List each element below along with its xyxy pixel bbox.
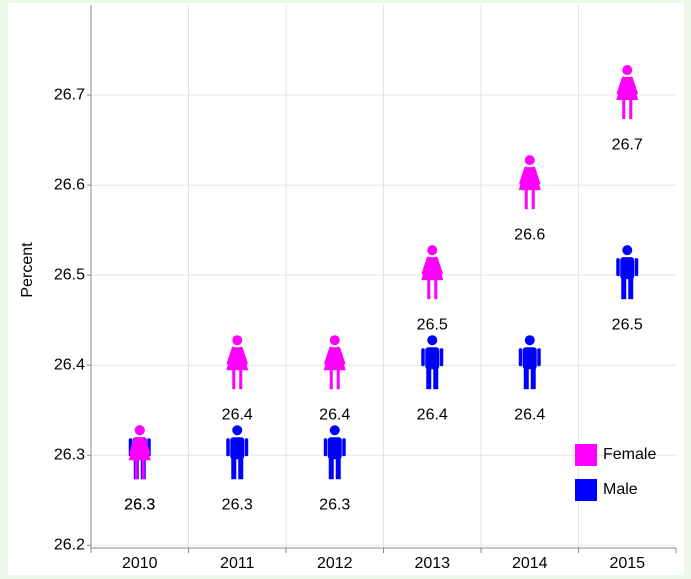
y-tick-label: 26.4 — [54, 356, 85, 373]
x-tick-label: 2015 — [609, 555, 645, 572]
arm — [616, 258, 620, 277]
person-icon — [323, 425, 346, 480]
head — [134, 425, 145, 436]
legend-label: Male — [603, 481, 638, 498]
head — [622, 65, 633, 76]
leg — [231, 458, 237, 480]
value-label: 26.4 — [514, 406, 545, 423]
leg — [523, 368, 529, 390]
value-label: 26.4 — [319, 406, 350, 423]
leg — [134, 459, 138, 480]
head — [427, 335, 438, 346]
leg — [434, 279, 438, 300]
arm — [323, 438, 328, 457]
head — [329, 425, 340, 436]
value-label: 26.4 — [417, 406, 448, 423]
value-label: 26.6 — [514, 226, 545, 243]
y-tick-label: 26.2 — [54, 537, 85, 554]
y-tick-label: 26.3 — [54, 446, 85, 463]
arm — [537, 348, 541, 367]
leg — [628, 278, 634, 300]
arm — [342, 438, 346, 457]
head — [329, 335, 340, 346]
legend-swatch — [575, 444, 597, 466]
value-label: 26.3 — [124, 496, 155, 513]
legend-label: Female — [603, 446, 656, 463]
person-icon — [226, 335, 249, 390]
torso — [327, 437, 342, 460]
torso — [522, 347, 537, 370]
x-tick-label: 2013 — [414, 555, 450, 572]
torso — [230, 437, 245, 460]
value-label: 26.3 — [124, 496, 155, 513]
head — [622, 245, 633, 256]
legend-swatch — [575, 479, 597, 501]
leg — [433, 368, 439, 390]
person-icon — [518, 335, 541, 390]
arms — [226, 346, 248, 365]
leg — [239, 369, 243, 390]
arms — [129, 436, 151, 455]
leg — [141, 459, 145, 480]
torso — [620, 257, 635, 280]
x-tick-label: 2011 — [220, 555, 255, 572]
value-label: 26.4 — [222, 406, 253, 423]
arm — [634, 258, 639, 277]
arm — [518, 348, 523, 367]
leg — [238, 458, 244, 480]
head — [524, 335, 535, 346]
value-label: 26.5 — [417, 316, 448, 333]
person-icon — [421, 245, 444, 300]
arm — [244, 438, 249, 457]
leg — [530, 368, 536, 390]
plot-background — [8, 3, 684, 575]
person-icon — [616, 65, 639, 120]
y-tick-label: 26.7 — [54, 86, 85, 103]
arms — [616, 76, 638, 95]
person-icon — [226, 425, 249, 480]
leg — [426, 368, 432, 390]
x-tick-label: 2010 — [122, 555, 158, 572]
arms — [421, 256, 443, 275]
arm — [226, 438, 230, 457]
leg — [329, 369, 333, 390]
torso — [425, 347, 440, 370]
person-icon — [128, 425, 151, 480]
person-icon — [616, 245, 639, 300]
value-label: 26.5 — [612, 316, 643, 333]
leg — [328, 458, 334, 480]
head — [524, 155, 535, 166]
arms — [519, 166, 541, 185]
value-label: 26.3 — [222, 496, 253, 513]
person-icon — [421, 335, 444, 390]
head — [232, 425, 243, 436]
y-tick-label: 26.6 — [54, 176, 85, 193]
y-tick-label: 26.5 — [54, 266, 85, 283]
arm — [439, 348, 444, 367]
leg — [524, 189, 528, 210]
x-tick-label: 2012 — [317, 555, 353, 572]
leg — [621, 278, 627, 300]
x-tick-label: 2014 — [512, 555, 548, 572]
value-label: 26.7 — [612, 136, 643, 153]
leg — [531, 189, 535, 210]
y-axis-label: Percent — [19, 242, 36, 298]
leg — [427, 279, 431, 300]
head — [232, 335, 243, 346]
leg — [336, 369, 340, 390]
leg — [232, 369, 236, 390]
person-icon — [323, 335, 346, 390]
arms — [324, 346, 346, 365]
arm — [421, 348, 425, 367]
head — [427, 245, 438, 256]
person-icon — [518, 155, 541, 210]
value-label: 26.3 — [319, 496, 350, 513]
leg — [335, 458, 341, 480]
leg — [629, 99, 633, 120]
leg — [622, 99, 626, 120]
